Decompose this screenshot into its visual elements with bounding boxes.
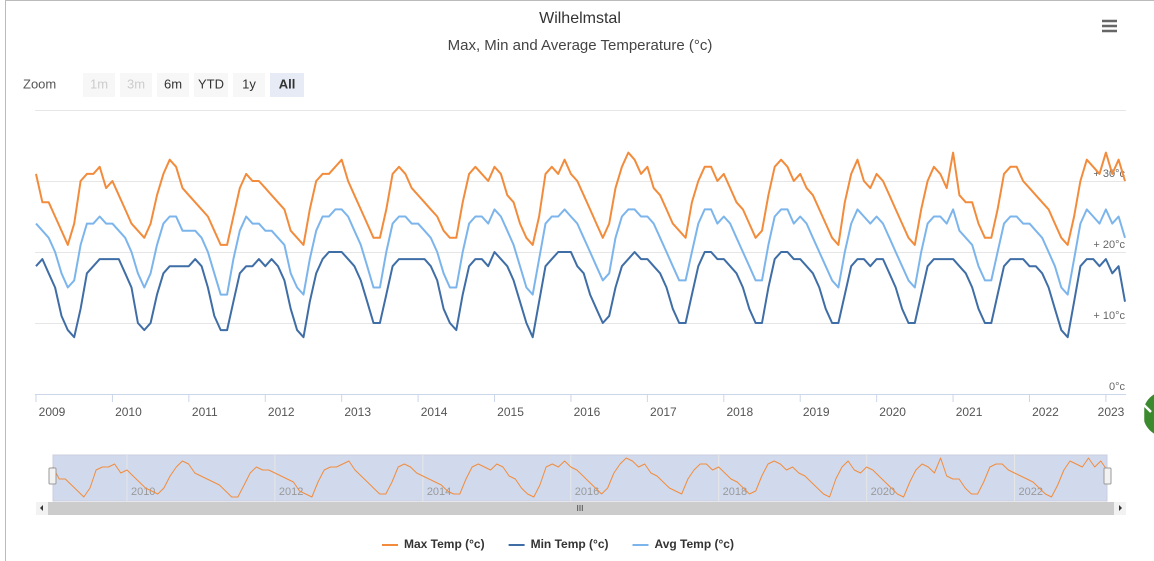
legend-label[interactable]: Max Temp (°c) [404, 537, 485, 551]
x-tick-label: 2016 [574, 405, 601, 419]
range-button-bg[interactable] [157, 73, 189, 97]
range-button[interactable]: YTD [194, 73, 228, 97]
x-tick-label: 2021 [956, 405, 983, 419]
navigator-tick-label: 2016 [575, 486, 599, 498]
scrollbar-thumb[interactable] [48, 502, 1114, 515]
x-tick-label: 2012 [268, 405, 295, 419]
navigator-tick-label: 2020 [871, 486, 895, 498]
range-button-label[interactable]: 1m [90, 76, 108, 91]
range-button-bg[interactable] [270, 73, 304, 97]
plot [35, 151, 1126, 339]
y-tick-label: + 20°c [1093, 239, 1125, 251]
legend-item[interactable]: Max Temp (°c) [382, 537, 485, 551]
range-buttons: 1m 3m 6m YTD 1y All [83, 73, 304, 97]
scroll-top-button[interactable] [1134, 391, 1154, 437]
x-tick-label: 2015 [497, 405, 524, 419]
range-button[interactable]: All [270, 73, 304, 97]
zoom-label: Zoom [23, 76, 56, 91]
scroll-top-arrow[interactable] [1134, 402, 1152, 426]
navigator-tick-label: 2018 [723, 486, 747, 498]
series-line [35, 208, 1126, 296]
x-tick-label: 2013 [344, 405, 371, 419]
menu-icon[interactable] [1102, 19, 1117, 33]
chart-subtitle: Max, Min and Average Temperature (°c) [448, 37, 713, 54]
navigator-handle-right[interactable] [1103, 467, 1112, 485]
range-button-bg[interactable] [194, 73, 228, 97]
range-button[interactable]: 6m [157, 73, 189, 97]
x-tick-label: 2019 [803, 405, 830, 419]
legend-item[interactable]: Min Temp (°c) [508, 537, 609, 551]
x-tick-label: 2018 [726, 405, 753, 419]
range-button[interactable]: 1m [83, 73, 115, 97]
range-button[interactable]: 3m [120, 73, 152, 97]
x-tick-label: 2017 [650, 405, 677, 419]
x-tick-label: 2022 [1032, 405, 1059, 419]
y-tick-label: + 10°c [1093, 310, 1125, 322]
legend-label[interactable]: Avg Temp (°c) [655, 537, 734, 551]
series-line [35, 251, 1126, 339]
range-button-label[interactable]: 1y [242, 76, 256, 91]
chart-title: Wilhelmstal [539, 10, 621, 27]
range-button-label[interactable]: 3m [127, 76, 145, 91]
x-tick-label: 2011 [192, 405, 218, 419]
navigator-handle-left[interactable] [48, 467, 57, 485]
legend: Max Temp (°c) Min Temp (°c) Avg Temp (°c) [382, 537, 734, 551]
navigator-tick-label: 2022 [1019, 486, 1043, 498]
scrollbar-grip: III [577, 504, 584, 513]
x-tick-label: 2023 [1098, 405, 1125, 419]
range-button-bg[interactable] [83, 73, 115, 97]
navigator-tick-label: 2010 [131, 486, 155, 498]
legend-label[interactable]: Min Temp (°c) [531, 537, 609, 551]
navigator: 2010 2012 2014 2016 2018 2020 2022 [52, 455, 1108, 501]
range-button-label[interactable]: 6m [164, 76, 182, 91]
navigator-line [52, 457, 1108, 498]
range-button-label[interactable]: YTD [198, 76, 224, 91]
x-tick-label: 2009 [39, 405, 66, 419]
navigator-tick-label: 2014 [427, 486, 451, 498]
navigator-handles[interactable] [48, 467, 1112, 485]
range-button[interactable]: 1y [233, 73, 265, 97]
legend-item[interactable]: Avg Temp (°c) [632, 537, 734, 551]
scrollbar-left-arrow[interactable] [40, 505, 43, 511]
x-tick-label: 2014 [421, 405, 448, 419]
series-line [35, 151, 1126, 246]
range-button-label[interactable]: All [279, 76, 296, 91]
range-button-bg[interactable] [120, 73, 152, 97]
y-tick-label: 0°c [1109, 381, 1126, 393]
scroll-top-circle[interactable] [1143, 391, 1154, 437]
menu-button[interactable] [1098, 16, 1120, 36]
x-tick-label: 2020 [879, 405, 906, 419]
x-tick-label: 2010 [115, 405, 142, 419]
scrollbar-right-arrow[interactable] [1119, 505, 1122, 511]
navigator-tick-label: 2012 [279, 486, 303, 498]
range-button-bg[interactable] [233, 73, 265, 97]
